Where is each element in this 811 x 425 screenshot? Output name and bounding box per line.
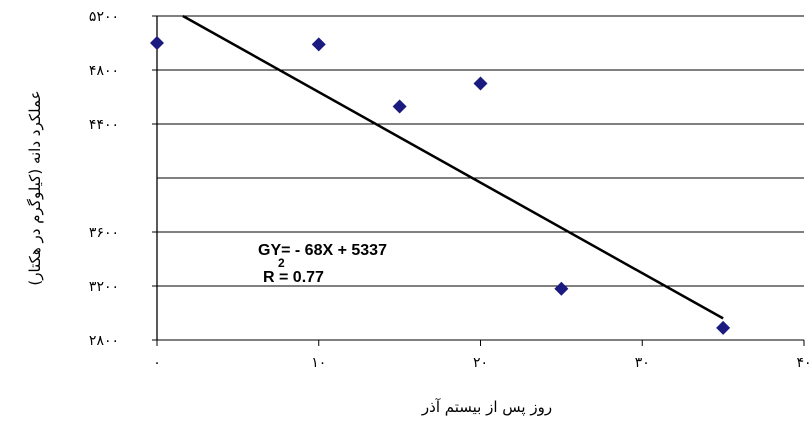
data-point <box>554 281 569 296</box>
data-point <box>150 36 164 50</box>
regression-equation: GY= - 68X + 5337 <box>258 242 387 259</box>
data-point <box>311 37 326 52</box>
data-point <box>392 99 407 114</box>
r-squared-superscript: 2 <box>278 256 285 270</box>
y-tick-label: ۳۶۰۰ <box>89 225 119 241</box>
trendline <box>182 14 724 320</box>
y-tick-label: ۵۲۰۰ <box>89 9 119 25</box>
x-tick-marks <box>156 340 805 346</box>
y-axis-title: عملکرد دانه (کیلوگرم در هکتار) <box>26 90 44 285</box>
y-tick-label: ۴۸۰۰ <box>89 63 119 79</box>
x-tick-label: ۲۰ <box>473 355 488 371</box>
x-tick-labels: ۰ ۱۰ ۲۰ ۳۰ ۴۰ <box>153 355 811 371</box>
data-point <box>716 320 731 335</box>
x-axis-title: روز پس از بیستم آذر <box>421 398 552 417</box>
x-tick-label: ۳۰ <box>635 355 650 371</box>
gridlines-group <box>157 15 804 341</box>
x-tick-label: ۱۰ <box>311 355 326 371</box>
x-tick-label: ۰ <box>153 355 161 371</box>
r-squared-label: R = 0.77 <box>263 269 324 286</box>
data-points <box>150 36 731 335</box>
y-tick-label: ۲۸۰۰ <box>89 333 119 349</box>
y-tick-label: ۳۲۰۰ <box>89 279 119 295</box>
x-tick-label: ۴۰ <box>796 355 811 371</box>
data-point <box>473 76 488 91</box>
y-tick-label: ۴۴۰۰ <box>89 117 119 133</box>
y-tick-labels: ۲۸۰۰ ۳۲۰۰ ۳۶۰۰ ۴۴۰۰ ۴۸۰۰ ۵۲۰۰ <box>89 9 157 349</box>
